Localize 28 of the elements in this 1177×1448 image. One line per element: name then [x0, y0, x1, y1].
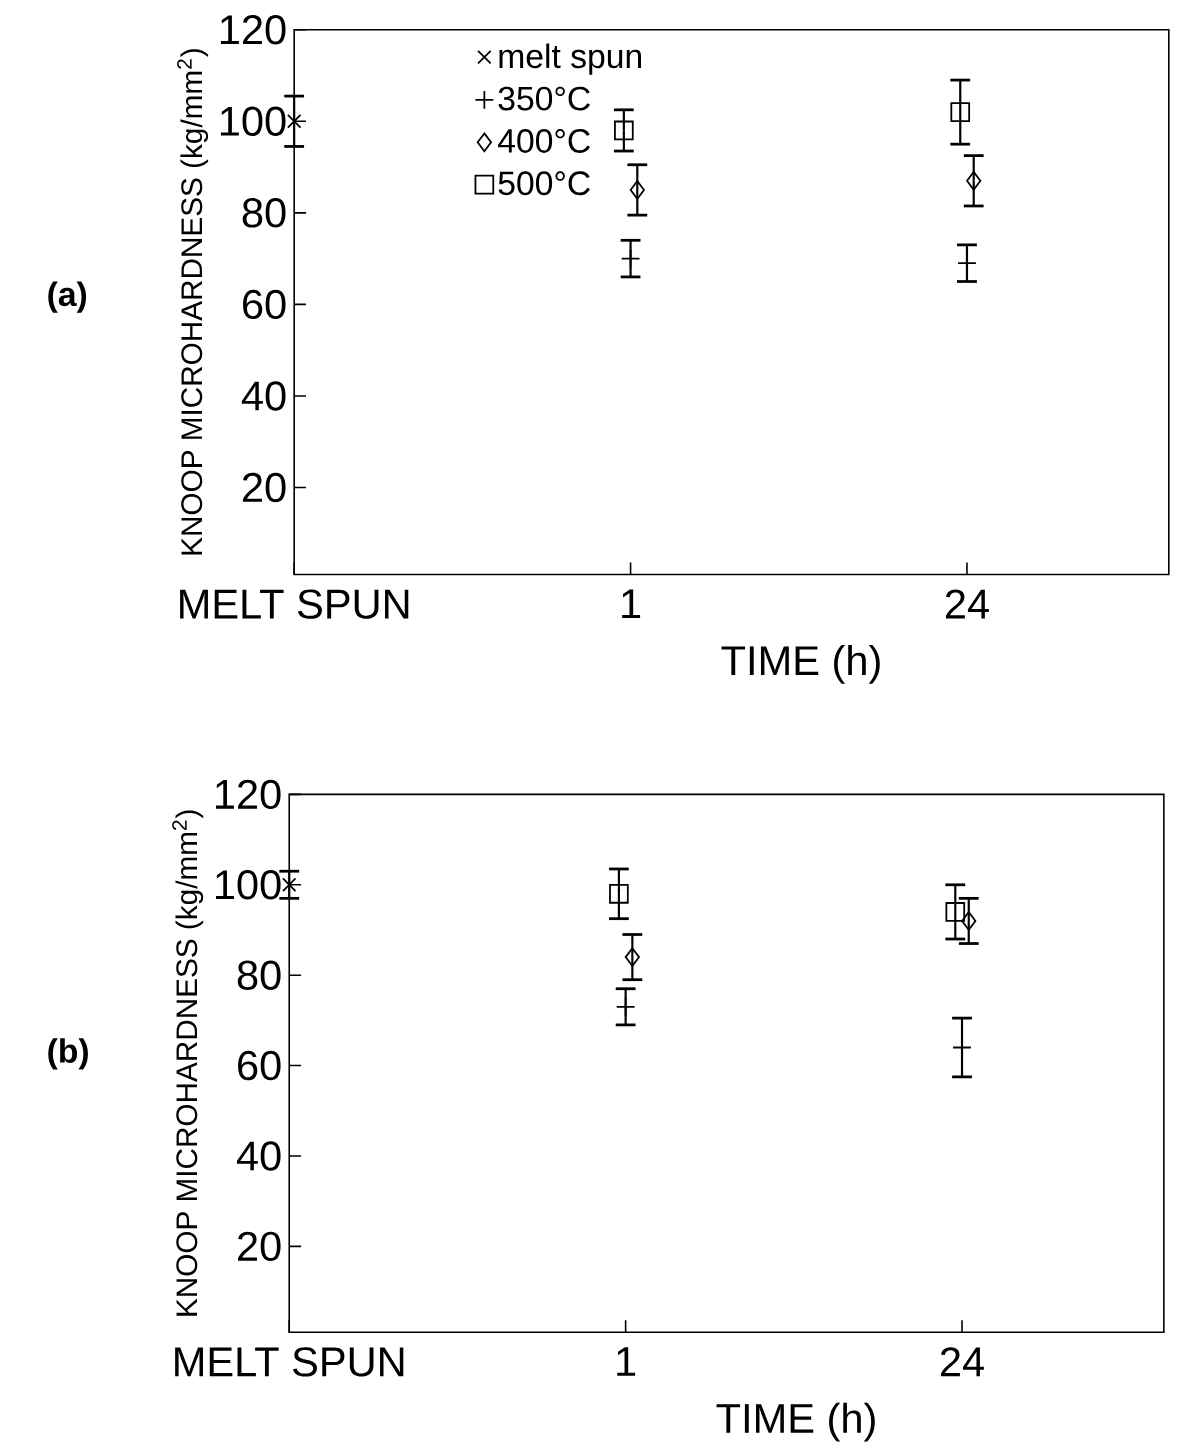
x-tick-label: 1	[622, 589, 641, 619]
y-tick-label: 20	[238, 1231, 281, 1262]
text: (b)	[48, 1038, 89, 1070]
legend-label: melt spun	[499, 43, 642, 75]
legend-label: 400°C	[498, 129, 591, 153]
legend-label: 350°C	[498, 86, 591, 111]
y-tick-label: 80	[242, 198, 286, 228]
y-tick-label: 100	[221, 106, 286, 136]
x-tick-label: MELT SPUN	[175, 1347, 404, 1377]
y-tick-label: 40	[242, 381, 286, 411]
x-tick-label: 24	[941, 1347, 985, 1377]
text: (a)	[48, 281, 87, 313]
y-tick-label: 120	[216, 779, 281, 810]
y-tick-label: 40	[237, 1141, 281, 1171]
x-axis-title: TIME (h)	[716, 1402, 875, 1442]
legend-label: 500°C	[498, 171, 591, 196]
y-axis-title: KNOOP MICROHARDNESS (kg/mm$^{2}$)	[177, 49, 209, 555]
x-tick-label: 1	[617, 1347, 636, 1376]
y-tick-label: 20	[243, 472, 286, 503]
y-tick-label: 100	[216, 870, 281, 900]
y-tick-label: 60	[238, 1050, 281, 1081]
y-axis-title: KNOOP MICROHARDNESS (kg/mm$^{2}$)	[172, 810, 204, 1316]
y-tick-label: 120	[221, 14, 286, 45]
x-tick-label: 24	[946, 589, 990, 619]
y-tick-label: 80	[237, 960, 281, 990]
y-tick-label: 60	[243, 289, 286, 320]
x-axis-title: TIME (h)	[721, 644, 880, 684]
x-tick-label: MELT SPUN	[180, 589, 409, 619]
